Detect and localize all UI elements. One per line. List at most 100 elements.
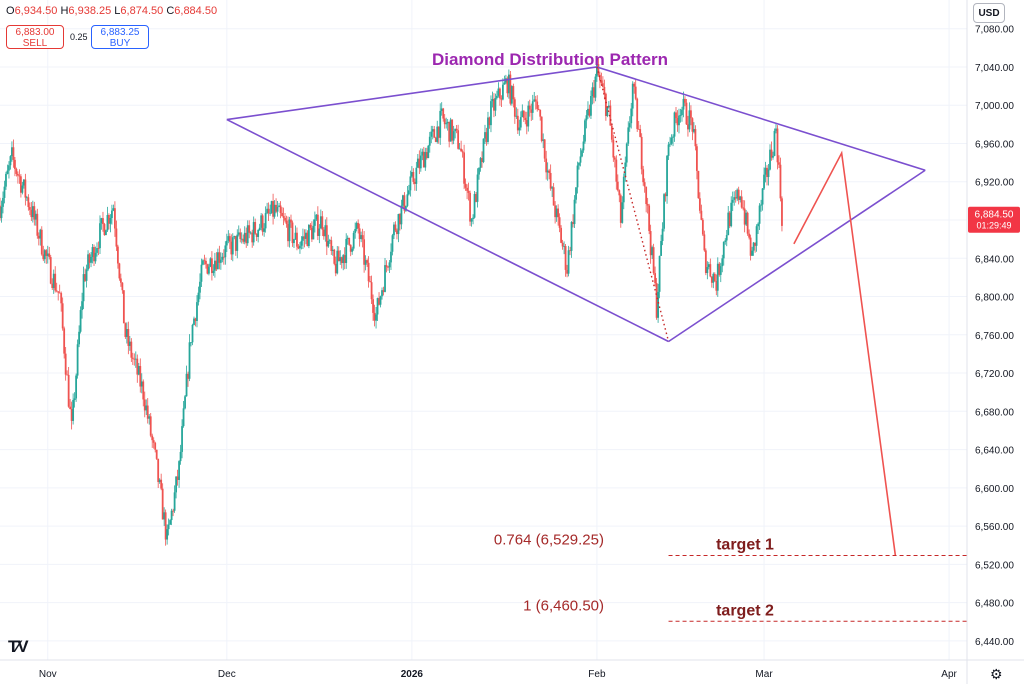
candle-body (510, 86, 513, 104)
y-tick-label: 6,760.00 (975, 331, 1014, 342)
candle-body (697, 170, 700, 199)
candle-body (445, 123, 448, 125)
candle-body (121, 282, 124, 291)
candle-body (618, 190, 621, 196)
candle-body (55, 290, 58, 292)
candle-body (315, 214, 318, 220)
candle-body (600, 80, 603, 84)
candle-body (706, 267, 709, 274)
candle-body (488, 117, 491, 126)
candle-body (109, 218, 112, 224)
candle-body (103, 224, 106, 236)
candle-body (728, 212, 731, 227)
candle-body (345, 238, 348, 264)
candle-body (400, 205, 403, 225)
candle-body (685, 102, 688, 125)
candle-body (478, 167, 480, 175)
candle-body (17, 173, 19, 176)
close-prefix: C (166, 5, 175, 17)
candle-body (309, 224, 312, 228)
candle-body (610, 125, 613, 140)
candle-body (710, 276, 713, 283)
candle-body (151, 435, 154, 441)
candle-body (700, 210, 703, 220)
time-axis[interactable]: Nov Dec 2026 Feb Mar Apr (39, 669, 958, 680)
candle-body (475, 193, 477, 202)
candle-body (222, 256, 225, 258)
candle-body (264, 213, 267, 229)
candle-body (37, 235, 40, 239)
candle-body (624, 162, 627, 177)
candle-body (27, 197, 30, 208)
overlays: 0.764 (6,529.25) target 1 1 (6,460.50) targ… (226, 66, 967, 622)
candle-body (416, 158, 419, 168)
candle-body (173, 492, 176, 511)
tradingview-logo-icon[interactable]: T⁄V (8, 637, 29, 656)
candle-body (418, 158, 421, 169)
candle-body (369, 281, 371, 283)
diamond-upper-right (596, 66, 926, 172)
buy-button[interactable]: 6,883.25 BUY (91, 25, 149, 49)
candle-body (149, 416, 152, 436)
sell-button[interactable]: 6,883.00 SELL (6, 25, 64, 49)
candle-body (396, 230, 398, 235)
candle-body (261, 215, 264, 232)
candle-body (572, 222, 574, 225)
candle-body (640, 136, 643, 170)
x-tick-label: Dec (218, 669, 236, 680)
candle-body (233, 236, 236, 238)
candle-body (49, 257, 52, 284)
currency-button[interactable]: USD (973, 3, 1005, 23)
candle-body (730, 202, 733, 227)
candle-body (558, 217, 561, 228)
candle-body (15, 168, 18, 174)
candle-body (576, 165, 579, 188)
candle-body (427, 145, 430, 159)
candle-body (687, 124, 689, 130)
candle-body (722, 241, 725, 259)
candle-body (11, 147, 13, 157)
candle-body (639, 129, 642, 137)
candle-body (381, 290, 383, 297)
candle-body (97, 248, 100, 249)
candle-body (312, 225, 315, 240)
candle-body (739, 196, 742, 200)
candle-body (108, 214, 110, 224)
gear-icon[interactable]: ⚙ (990, 666, 1003, 682)
candle-body (424, 152, 427, 168)
candle-body (516, 115, 519, 131)
last-price-countdown: 01:29:49 (976, 221, 1011, 231)
candle-body (258, 227, 261, 230)
candle-body (215, 260, 218, 270)
candle-body (693, 129, 695, 132)
candle-body (727, 212, 730, 236)
candle-body (487, 117, 489, 142)
candle-body (757, 223, 759, 227)
candle-body (552, 187, 555, 206)
candle-body (688, 110, 691, 130)
target-2-label: target 2 (716, 602, 774, 619)
candle-body (490, 101, 492, 126)
candle-body (291, 222, 294, 244)
candle-body (254, 222, 257, 234)
candle-body (733, 197, 736, 200)
candle-body (310, 227, 313, 240)
candle-body (221, 256, 224, 260)
candle-body (330, 240, 333, 251)
candle-body (425, 152, 428, 159)
candle-body (348, 237, 351, 245)
candle-body (167, 524, 170, 530)
candle-body (284, 217, 286, 221)
candle-body (130, 341, 133, 358)
candle-body (349, 244, 352, 252)
ohlc-legend: O6,934.50 H6,938.25 L6,874.50 C6,884.50 (6, 5, 217, 17)
candle-body (591, 87, 594, 96)
candle-body (601, 83, 604, 87)
candle-body (115, 228, 118, 247)
candle-body (21, 185, 24, 193)
candle-body (643, 182, 646, 187)
candle-body (419, 155, 422, 169)
candle-body (554, 205, 557, 218)
candle-body (70, 409, 73, 421)
